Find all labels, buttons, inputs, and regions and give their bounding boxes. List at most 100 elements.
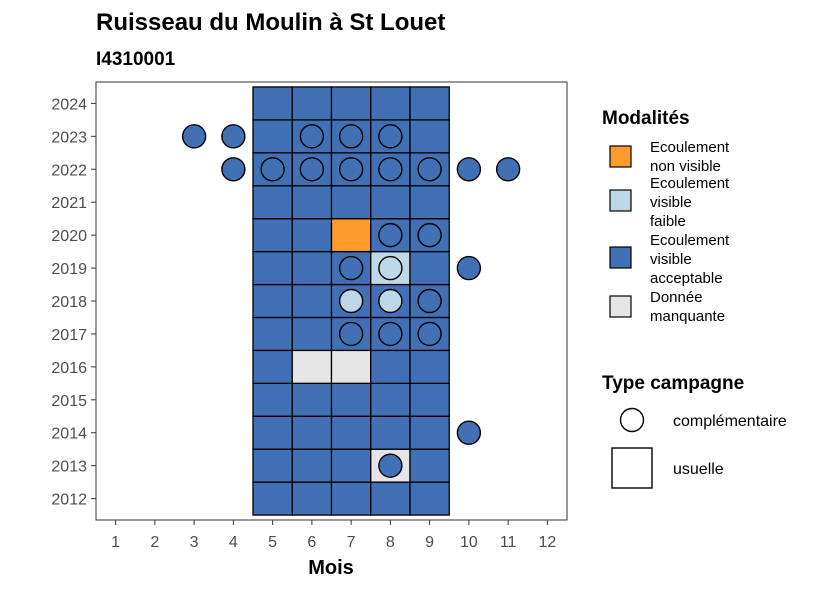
complementaire-point xyxy=(456,157,482,182)
legend-label-light: Ecoulement visible faible xyxy=(650,175,730,230)
x-tick-label: 2 xyxy=(150,534,159,551)
y-tick-label: 2019 xyxy=(51,261,87,278)
legend-key-square xyxy=(611,447,653,489)
complementaire-point xyxy=(338,288,364,314)
usuelle-tile xyxy=(252,448,293,483)
x-tick-label: 5 xyxy=(268,534,277,551)
complementaire-point xyxy=(417,222,442,248)
complementaire-point xyxy=(378,124,403,149)
usuelle-tile xyxy=(252,349,293,384)
y-tick-label: 2015 xyxy=(51,393,87,410)
legend-campagne: complémentaire usuelle xyxy=(611,407,787,489)
usuelle-tile xyxy=(330,448,372,483)
usuelle-tiles xyxy=(252,86,450,516)
usuelle-tile xyxy=(370,382,411,417)
usuelle-tile xyxy=(291,218,333,253)
complementaire-point xyxy=(338,124,364,149)
y-tick-label: 2016 xyxy=(51,360,87,377)
usuelle-tile xyxy=(409,185,450,220)
complementaire-point xyxy=(378,288,403,314)
usuelle-tile xyxy=(409,250,450,286)
usuelle-tile xyxy=(409,349,450,384)
complementaire-points xyxy=(181,124,521,478)
x-tick-label: 4 xyxy=(229,534,238,551)
usuelle-tile xyxy=(252,283,293,319)
complementaire-point xyxy=(378,321,403,347)
legend-label-circle: complémentaire xyxy=(673,413,787,430)
x-tick-label: 7 xyxy=(347,534,356,551)
usuelle-tile xyxy=(252,86,293,121)
usuelle-tile xyxy=(252,415,293,450)
complementaire-point xyxy=(417,157,442,182)
legend-campagne-title: Type campagne xyxy=(602,373,744,394)
complementaire-point xyxy=(417,288,442,314)
y-tick-label: 2022 xyxy=(51,162,87,179)
x-tick-label: 6 xyxy=(307,534,316,551)
complementaire-point xyxy=(221,124,246,149)
usuelle-tile xyxy=(291,448,333,483)
complementaire-point xyxy=(378,157,403,182)
usuelle-tile xyxy=(291,86,333,121)
usuelle-tile xyxy=(252,218,293,253)
usuelle-tile xyxy=(409,481,450,516)
legend-modalites-title: Modalités xyxy=(602,108,690,129)
legend-key-orange xyxy=(609,145,632,168)
usuelle-tile xyxy=(291,316,333,352)
legend-label-blue: Ecoulement visible acceptable xyxy=(650,232,730,287)
legend-key-blue xyxy=(609,246,632,269)
usuelle-tile xyxy=(291,481,333,516)
usuelle-tile xyxy=(370,185,411,220)
usuelle-tile xyxy=(330,481,372,516)
usuelle-tile xyxy=(370,86,411,121)
y-tick-label: 2024 xyxy=(51,96,87,113)
x-tick-label: 8 xyxy=(386,534,395,551)
y-tick-label: 2014 xyxy=(51,426,87,443)
y-tick-label: 2020 xyxy=(51,228,87,245)
legend-key-circle xyxy=(619,407,645,433)
usuelle-tile xyxy=(370,349,411,384)
legend-label-grey: Donnée manquante xyxy=(650,289,725,325)
usuelle-tile xyxy=(252,481,293,516)
y-tick-label: 2023 xyxy=(51,129,87,146)
usuelle-tile xyxy=(330,415,372,450)
complementaire-point xyxy=(378,453,403,478)
usuelle-tile xyxy=(291,415,333,450)
usuelle-tile xyxy=(291,349,333,384)
usuelle-tile xyxy=(409,86,450,121)
x-tick-label: 12 xyxy=(538,534,556,551)
complementaire-point xyxy=(181,124,207,149)
x-axis-title: Mois xyxy=(308,557,354,579)
y-tick-label: 2021 xyxy=(51,195,87,212)
usuelle-tile xyxy=(370,415,411,450)
legend-key-grey xyxy=(609,295,632,318)
complementaire-point xyxy=(495,157,521,182)
usuelle-tile xyxy=(409,448,450,483)
x-tick-label: 10 xyxy=(460,534,478,551)
usuelle-tile xyxy=(409,119,450,154)
legend-label-square: usuelle xyxy=(673,461,724,478)
usuelle-tile xyxy=(252,316,293,352)
chart-subtitle: I4310001 xyxy=(96,49,176,70)
complementaire-point xyxy=(338,321,364,347)
chart-title: Ruisseau du Moulin à St Louet xyxy=(96,9,445,36)
complementaire-point xyxy=(260,157,285,182)
complementaire-point xyxy=(338,157,364,182)
x-tick-label: 3 xyxy=(190,534,199,551)
y-tick-label: 2017 xyxy=(51,327,87,344)
usuelle-tile xyxy=(291,185,333,220)
y-axis: 2012 2013 2014 2015 2016 2017 2018 2019 2020 2021… xyxy=(51,96,96,509)
usuelle-tile xyxy=(370,481,411,516)
usuelle-tile xyxy=(330,218,372,253)
complementaire-point xyxy=(299,157,325,182)
complementaire-point xyxy=(221,157,246,182)
usuelle-tile xyxy=(330,382,372,417)
usuelle-tile xyxy=(291,250,333,286)
complementaire-point xyxy=(456,255,482,281)
x-tick-label: 9 xyxy=(425,534,434,551)
usuelle-tile xyxy=(330,349,372,384)
legend-key-light xyxy=(609,189,632,212)
complementaire-point xyxy=(417,321,442,347)
usuelle-tile xyxy=(291,283,333,319)
